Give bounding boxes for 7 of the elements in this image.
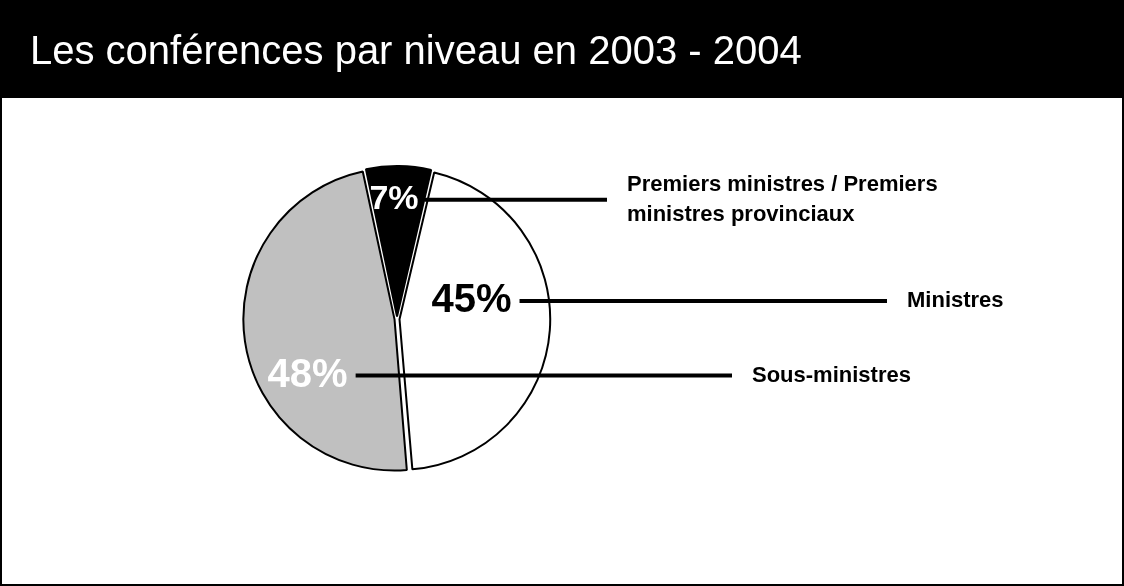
slice-label: Premiers ministres / Premiers ministres provinciaux: [627, 170, 938, 226]
data-label: 7%: [369, 178, 419, 217]
slice-label: Sous-ministres: [752, 361, 911, 387]
data-label: 48%: [267, 350, 348, 395]
chart-title: Les conférences par niveau en 2003 - 2004: [2, 2, 1122, 98]
slice-label: Ministres: [907, 287, 1004, 313]
data-label: 45%: [431, 276, 512, 321]
